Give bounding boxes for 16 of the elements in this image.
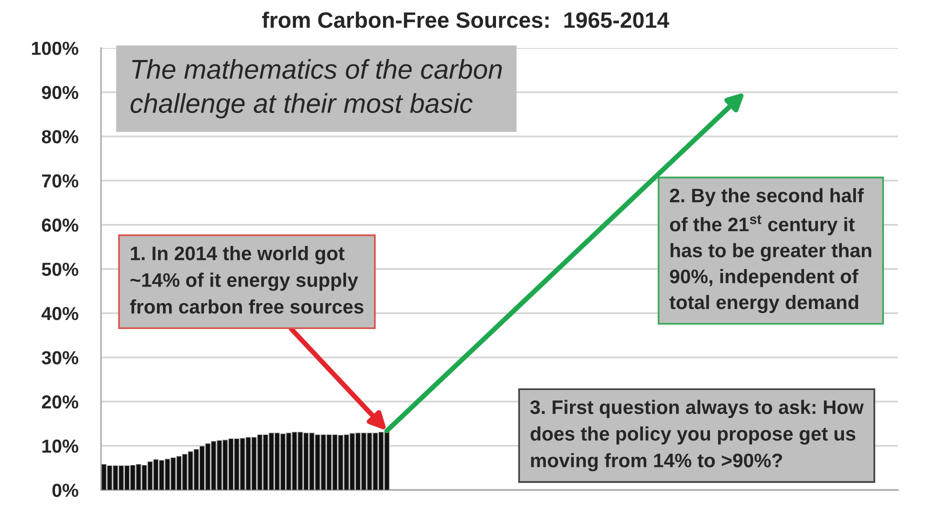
y-tick-label: 30% [42,351,78,364]
annotation: 1. In 2014 the world got ~14% of it energy supply from carbon free sources [130,246,364,314]
y-tick-label: 80% [42,130,78,144]
annotation: 2. By the second half of the 21$^{st}$ century it has to be greater than 90%, independent of total energy demand [670,188,872,314]
annotation: 3. First question always to ask: How does the policy you propose get us moving from 14% to >90%? [530,400,864,472]
y-tick-label: 20% [42,395,78,409]
y-tick-label: 40% [42,306,78,320]
annotation: The mathematics of the carbon challenge at their most basic [130,59,502,118]
chart-title: from Carbon-Free Sources: 1965-2014 [262,12,670,28]
y-tick-label: 50% [42,262,78,276]
y-tick-label: 10% [42,440,78,453]
y-tick-label: 90% [42,86,78,100]
y-tick-label: 0% [52,484,78,497]
y-tick-label: 100% [32,42,78,55]
y-tick-label: 60% [42,218,78,232]
y-tick-label: 70% [42,174,78,188]
